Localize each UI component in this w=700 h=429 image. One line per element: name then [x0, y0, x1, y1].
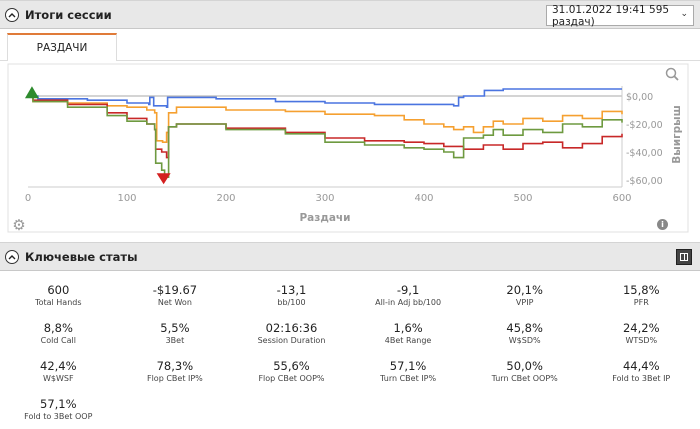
columns-icon	[680, 253, 688, 261]
x-tick-label: 100	[117, 193, 136, 204]
chevron-up-icon	[8, 12, 16, 17]
stat-value: 20,1%	[506, 283, 543, 297]
stat-value: 02:16:36	[265, 321, 318, 335]
y-tick-label: -$40,00	[626, 148, 663, 159]
session-title: Итоги сессии	[25, 7, 112, 22]
stat-value: 15,8%	[622, 283, 660, 297]
stat-value: 57,1%	[389, 359, 427, 373]
stats-grid: 600 Total Hands -$19.67 Net Won -13,1 bb/100-…	[0, 278, 700, 429]
chevron-up-icon	[8, 254, 16, 259]
stat-value: -9,1	[396, 283, 420, 297]
collapse-stats-button[interactable]	[5, 249, 19, 264]
stats-header: Ключевые статы	[0, 242, 700, 271]
min-marker	[156, 173, 171, 185]
stat-value: -13,1	[276, 283, 307, 297]
stat-value: 600	[47, 283, 70, 297]
stat-label: W$WSF	[43, 374, 74, 383]
stat-value: 78,3%	[156, 359, 194, 373]
stat-label: bb/100	[277, 298, 306, 307]
stat-value: 5,5%	[160, 321, 190, 335]
stat-cell: 1,6% 4Bet Range	[350, 316, 467, 354]
stat-cell: 44,4% Fold to 3Bet IP	[583, 354, 700, 392]
max-marker	[24, 86, 39, 99]
stat-cell: 55,6% Flop CBet OOP%	[233, 354, 350, 392]
stat-label: All-in Adj bb/100	[375, 298, 442, 307]
stat-cell: 50,0% Turn CBet OOP%	[466, 354, 583, 392]
y-tick-label: -$20,00	[626, 120, 663, 131]
stat-value: -$19.67	[152, 283, 198, 297]
stat-label: Turn CBet OOP%	[491, 374, 558, 383]
profit-chart: 0 100 200 300 400 500 600 $0,00 -$20,00 -$40,00 -$…	[7, 63, 689, 233]
stat-value: 8,8%	[43, 321, 73, 335]
x-tick-label: 0	[25, 193, 31, 204]
series-line-4	[28, 95, 623, 178]
stat-label: 4Bet Range	[384, 336, 432, 345]
x-axis-label: Раздачи	[299, 212, 350, 224]
x-tick-label: 500	[513, 193, 532, 204]
stat-label: Session Duration	[257, 336, 326, 345]
stat-value: 45,8%	[506, 321, 543, 335]
stat-label: Fold to 3Bet OOP	[24, 412, 93, 421]
x-tick-label: 400	[414, 193, 433, 204]
stat-label: 3Bet	[165, 336, 185, 345]
stat-label: Flop CBet IP%	[146, 374, 203, 383]
tab-hands[interactable]: РАЗДАЧИ	[7, 33, 117, 61]
stat-cell: -13,1 bb/100	[233, 278, 350, 316]
stat-label: VPIP	[515, 298, 534, 307]
stat-label: Total Hands	[35, 298, 82, 307]
session-header: Итоги сессии 31.01.2022 19:41 595 раздач…	[0, 0, 700, 29]
chart-frame	[7, 63, 689, 233]
stat-cell: -9,1 All-in Adj bb/100	[350, 278, 467, 316]
layout-toggle-button[interactable]	[676, 249, 692, 265]
zoom-icon[interactable]	[664, 66, 680, 82]
stat-cell: 20,1% VPIP	[466, 278, 583, 316]
chevron-down-icon: ⌄	[680, 9, 688, 19]
stat-cell: 57,1% Fold to 3Bet OOP	[0, 392, 117, 429]
y-tick-label: $0,00	[626, 92, 653, 103]
stat-label: Cold Call	[40, 336, 76, 345]
x-tick-label: 200	[216, 193, 235, 204]
stat-label: Turn CBet IP%	[380, 374, 437, 383]
y-axis-label: Выигрыш	[671, 105, 683, 164]
stat-value: 42,4%	[40, 359, 77, 373]
stat-value: 57,1%	[40, 397, 77, 411]
stat-cell: 24,2% WTSD%	[583, 316, 700, 354]
tab-bar: РАЗДАЧИ	[0, 30, 700, 61]
series-line-3	[28, 95, 623, 159]
stat-cell: 5,5% 3Bet	[117, 316, 234, 354]
stat-value: 55,6%	[273, 359, 310, 373]
x-tick-label: 600	[612, 193, 631, 204]
series-line-1	[28, 88, 622, 108]
stat-label: PFR	[633, 298, 649, 307]
stat-label: Fold to 3Bet IP	[612, 374, 671, 383]
stat-cell: 15,8% PFR	[583, 278, 700, 316]
stat-cell: 45,8% W$SD%	[466, 316, 583, 354]
y-tick-label: -$60,00	[626, 176, 663, 187]
chart-area: 0 100 200 300 400 500 600 $0,00 -$20,00 -$40,00 -$…	[0, 62, 700, 242]
session-select-value: 31.01.2022 19:41 595 раздач)	[552, 3, 670, 28]
stat-cell: 78,3% Flop CBet IP%	[117, 354, 234, 392]
stat-label: Net Won	[157, 298, 192, 307]
gear-icon[interactable]: ⚙	[12, 216, 26, 234]
stat-cell: 600 Total Hands	[0, 278, 117, 316]
collapse-session-button[interactable]	[5, 7, 19, 22]
stat-value: 44,4%	[622, 359, 660, 373]
stat-label: Flop CBet OOP%	[258, 374, 325, 383]
stat-cell: -$19.67 Net Won	[117, 278, 234, 316]
info-icon[interactable]: i	[657, 219, 668, 230]
stat-label: W$SD%	[508, 336, 541, 345]
session-select[interactable]: 31.01.2022 19:41 595 раздач) ⌄	[546, 3, 694, 28]
stat-label: WTSD%	[625, 336, 658, 345]
stats-title: Ключевые статы	[25, 249, 138, 264]
stat-value: 1,6%	[393, 321, 423, 335]
stat-cell: 8,8% Cold Call	[0, 316, 117, 354]
stat-value: 24,2%	[622, 321, 660, 335]
stat-value: 50,0%	[506, 359, 543, 373]
stat-cell: 42,4% W$WSF	[0, 354, 117, 392]
x-tick-label: 300	[315, 193, 334, 204]
stat-cell: 57,1% Turn CBet IP%	[350, 354, 467, 392]
series-line-2	[28, 95, 623, 143]
stat-cell: 02:16:36 Session Duration	[233, 316, 350, 354]
